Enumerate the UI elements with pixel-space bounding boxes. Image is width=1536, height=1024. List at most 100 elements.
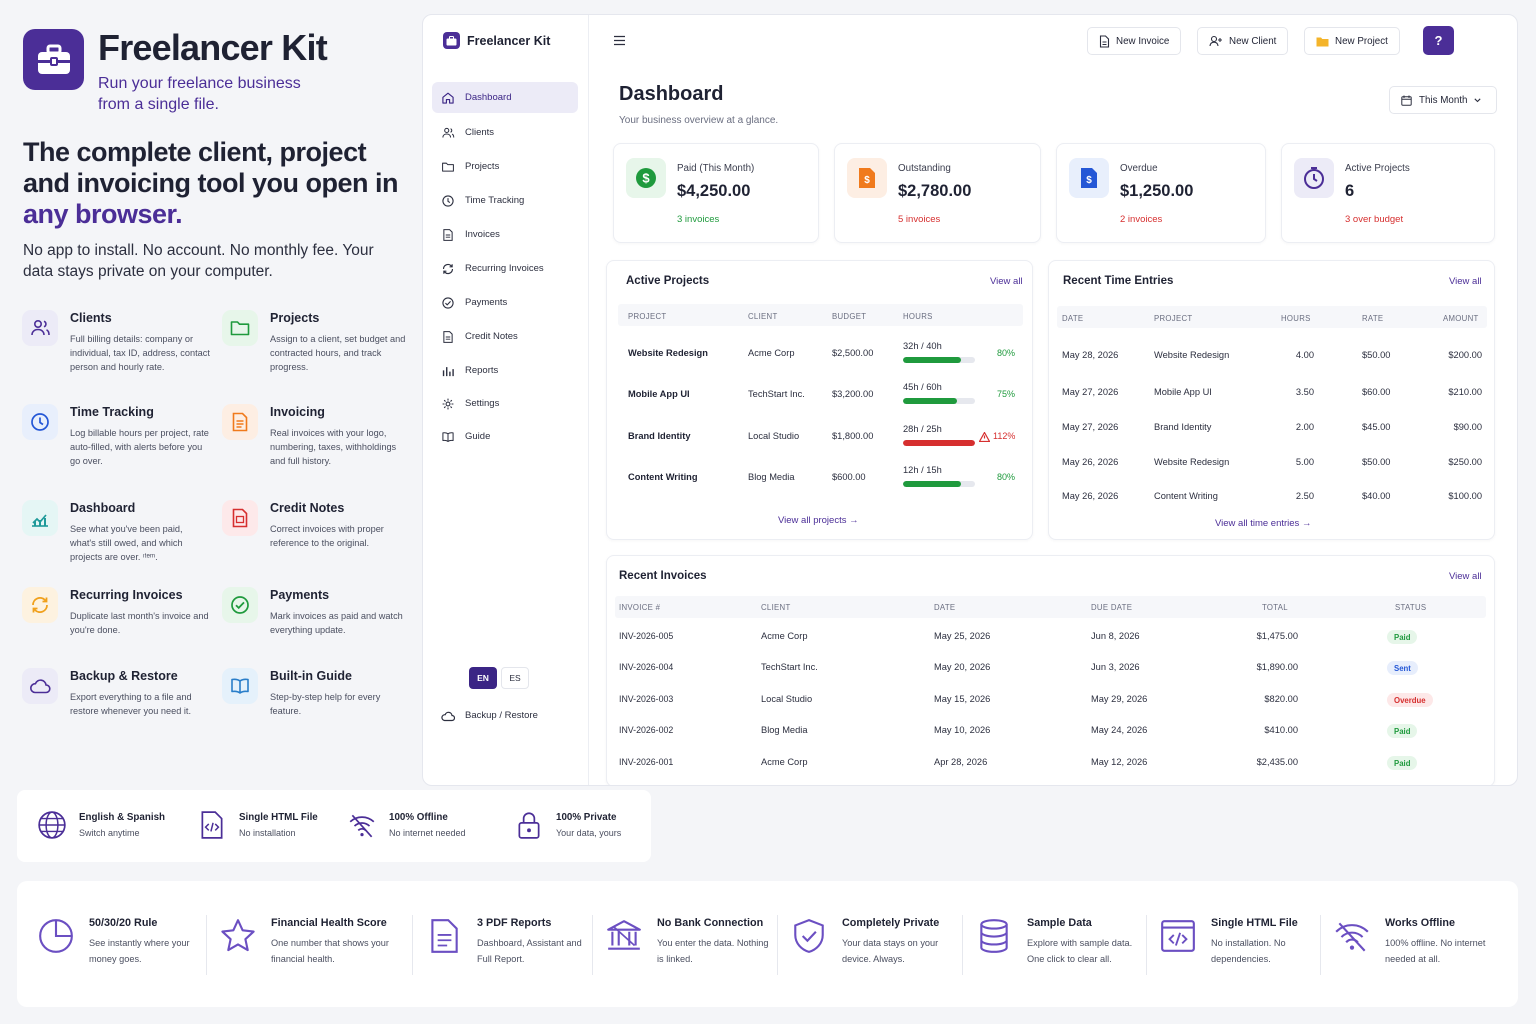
project-hours: 12h / 15h bbox=[903, 465, 942, 475]
app-title: Freelancer Kit bbox=[467, 33, 551, 48]
table-row[interactable] bbox=[607, 716, 1496, 747]
feature-title: Dashboard bbox=[70, 501, 136, 515]
progress-bar bbox=[903, 357, 975, 363]
table-row[interactable] bbox=[607, 622, 1496, 653]
feature-title: Time Tracking bbox=[70, 405, 154, 419]
feature-wifi-off: Works Offline 100% offline. No internet … bbox=[1333, 917, 1503, 967]
divider bbox=[1146, 915, 1147, 975]
invoice-due-date: May 12, 2026 bbox=[1091, 757, 1148, 767]
invoices-view-all-link[interactable]: View all bbox=[1449, 571, 1482, 582]
feature-description: No installation. No dependencies. bbox=[1211, 938, 1286, 964]
column-header: Hours bbox=[903, 312, 933, 321]
new-client-button[interactable]: New Client bbox=[1197, 27, 1289, 55]
sidebar-item-payments[interactable]: Payments bbox=[432, 287, 578, 318]
kpi-value: 6 bbox=[1345, 182, 1355, 200]
sidebar-item-label: Credit Notes bbox=[465, 331, 518, 342]
entry-project: Content Writing bbox=[1154, 491, 1218, 501]
sidebar-item-dashboard[interactable]: Dashboard bbox=[432, 82, 578, 113]
time-entries-view-all-link[interactable]: View all bbox=[1449, 276, 1482, 287]
sidebar-item-projects[interactable]: Projects bbox=[432, 151, 578, 182]
kpi-label: Outstanding bbox=[898, 163, 951, 174]
stopwatch-icon bbox=[1294, 158, 1334, 198]
sidebar-item-invoices[interactable]: Invoices bbox=[432, 219, 578, 250]
view-all-projects-link[interactable]: View all projects → bbox=[778, 515, 859, 526]
database-icon bbox=[980, 919, 1008, 953]
backup-restore-link[interactable]: Backup / Restore bbox=[432, 700, 578, 731]
sidebar-item-settings[interactable]: Settings bbox=[432, 388, 578, 419]
project-budget: $2,500.00 bbox=[832, 348, 874, 358]
table-row[interactable] bbox=[607, 685, 1496, 716]
table-row[interactable] bbox=[607, 653, 1496, 684]
brand-logo bbox=[23, 29, 84, 90]
invoice-due-date: May 24, 2026 bbox=[1091, 725, 1148, 735]
feature-chart: Dashboard See what you've been paid, wha… bbox=[22, 500, 210, 564]
home-icon bbox=[441, 91, 455, 105]
feature-description: Duplicate last month's invoice and you'r… bbox=[70, 611, 209, 635]
sidebar-item-guide[interactable]: Guide bbox=[432, 421, 578, 452]
sidebar-item-clients[interactable]: Clients bbox=[432, 117, 578, 148]
code-file-icon bbox=[201, 811, 223, 839]
invoice-overdue-icon: $ bbox=[1069, 158, 1109, 198]
entry-project: Brand Identity bbox=[1154, 422, 1212, 432]
svg-text:$: $ bbox=[1086, 175, 1092, 186]
entry-rate: $45.00 bbox=[1362, 422, 1391, 432]
feature-description: See instantly where your money goes. bbox=[89, 938, 190, 964]
invoice-total: $1,890.00 bbox=[1256, 662, 1298, 672]
period-select[interactable]: This Month bbox=[1389, 86, 1497, 114]
credit-note-icon bbox=[222, 500, 258, 536]
highlight-description: No internet needed bbox=[389, 828, 466, 838]
feature-cloud: Backup & Restore Export everything to a … bbox=[22, 668, 210, 718]
invoice-date: May 10, 2026 bbox=[934, 725, 991, 735]
invoice-total: $410.00 bbox=[1264, 725, 1298, 735]
sidebar-item-recurring-invoices[interactable]: Recurring Invoices bbox=[432, 253, 578, 284]
page-title: Dashboard bbox=[619, 83, 724, 105]
sidebar-item-credit-notes[interactable]: Credit Notes bbox=[432, 321, 578, 352]
entry-amount: $250.00 bbox=[1448, 457, 1482, 467]
sidebar-item-time-tracking[interactable]: Time Tracking bbox=[432, 185, 578, 216]
kpi-card-2[interactable]: $ Overdue $1,250.00 2 invoices bbox=[1056, 143, 1266, 243]
feature-description: Your data stays on your device. Always. bbox=[842, 938, 939, 964]
feature-description: Mark invoices as paid and watch everythi… bbox=[270, 611, 403, 635]
sidebar-item-label: Time Tracking bbox=[465, 195, 525, 206]
feature-bank: No Bank Connection You enter the data. N… bbox=[605, 917, 775, 967]
entry-hours: 2.50 bbox=[1295, 491, 1314, 501]
lang-en-button[interactable]: EN bbox=[469, 667, 497, 689]
more-features-strip: 50/30/20 Rule See instantly where your m… bbox=[17, 881, 1518, 1007]
view-all-time-entries-link[interactable]: View all time entries → bbox=[1215, 518, 1312, 529]
divider bbox=[592, 915, 593, 975]
active-projects-view-all-link[interactable]: View all bbox=[990, 276, 1023, 287]
project-budget: $600.00 bbox=[832, 472, 866, 482]
sidebar-item-label: Guide bbox=[465, 431, 491, 442]
time-entries-card: Recent Time Entries View all Date Project… bbox=[1048, 260, 1495, 540]
kpi-card-1[interactable]: $ Outstanding $2,780.00 5 invoices bbox=[834, 143, 1041, 243]
feature-description: See what you've been paid, what's still … bbox=[70, 524, 183, 562]
table-row[interactable] bbox=[607, 748, 1496, 779]
recent-invoices-title: Recent Invoices bbox=[619, 570, 707, 582]
menu-toggle[interactable] bbox=[613, 35, 626, 46]
new-invoice-label: New Invoice bbox=[1116, 35, 1170, 47]
kpi-card-3[interactable]: Active Projects 6 3 over budget bbox=[1281, 143, 1495, 243]
status-badge: Overdue bbox=[1387, 693, 1433, 707]
new-invoice-button[interactable]: New Invoice bbox=[1087, 27, 1182, 55]
users-icon bbox=[441, 126, 455, 140]
folder-icon bbox=[222, 310, 258, 346]
lang-es-button[interactable]: ES bbox=[501, 667, 529, 689]
feature-folder: Projects Assign to a client, set budget … bbox=[222, 310, 410, 374]
highlight-description: Your data, yours bbox=[556, 828, 622, 838]
entry-rate: $60.00 bbox=[1362, 387, 1391, 397]
entry-amount: $100.00 bbox=[1448, 491, 1482, 501]
pie-icon bbox=[39, 919, 73, 953]
hamburger-icon bbox=[614, 35, 625, 46]
kpi-card-0[interactable]: $ Paid (This Month) $4,250.00 3 invoices bbox=[613, 143, 819, 243]
progress-fill bbox=[903, 357, 961, 363]
progress-fill bbox=[903, 398, 957, 404]
entry-project: Mobile App UI bbox=[1154, 387, 1212, 397]
project-percent: 80% bbox=[997, 348, 1016, 358]
invoice-dollar-icon: $ bbox=[847, 158, 887, 198]
help-button[interactable]: ? bbox=[1423, 26, 1454, 55]
app-logo[interactable]: Freelancer Kit bbox=[443, 32, 550, 49]
new-project-button[interactable]: New Project bbox=[1304, 27, 1400, 55]
invoice-client: Acme Corp bbox=[761, 757, 808, 767]
feature-title: Recurring Invoices bbox=[70, 588, 183, 602]
sidebar-item-reports[interactable]: Reports bbox=[432, 355, 578, 386]
